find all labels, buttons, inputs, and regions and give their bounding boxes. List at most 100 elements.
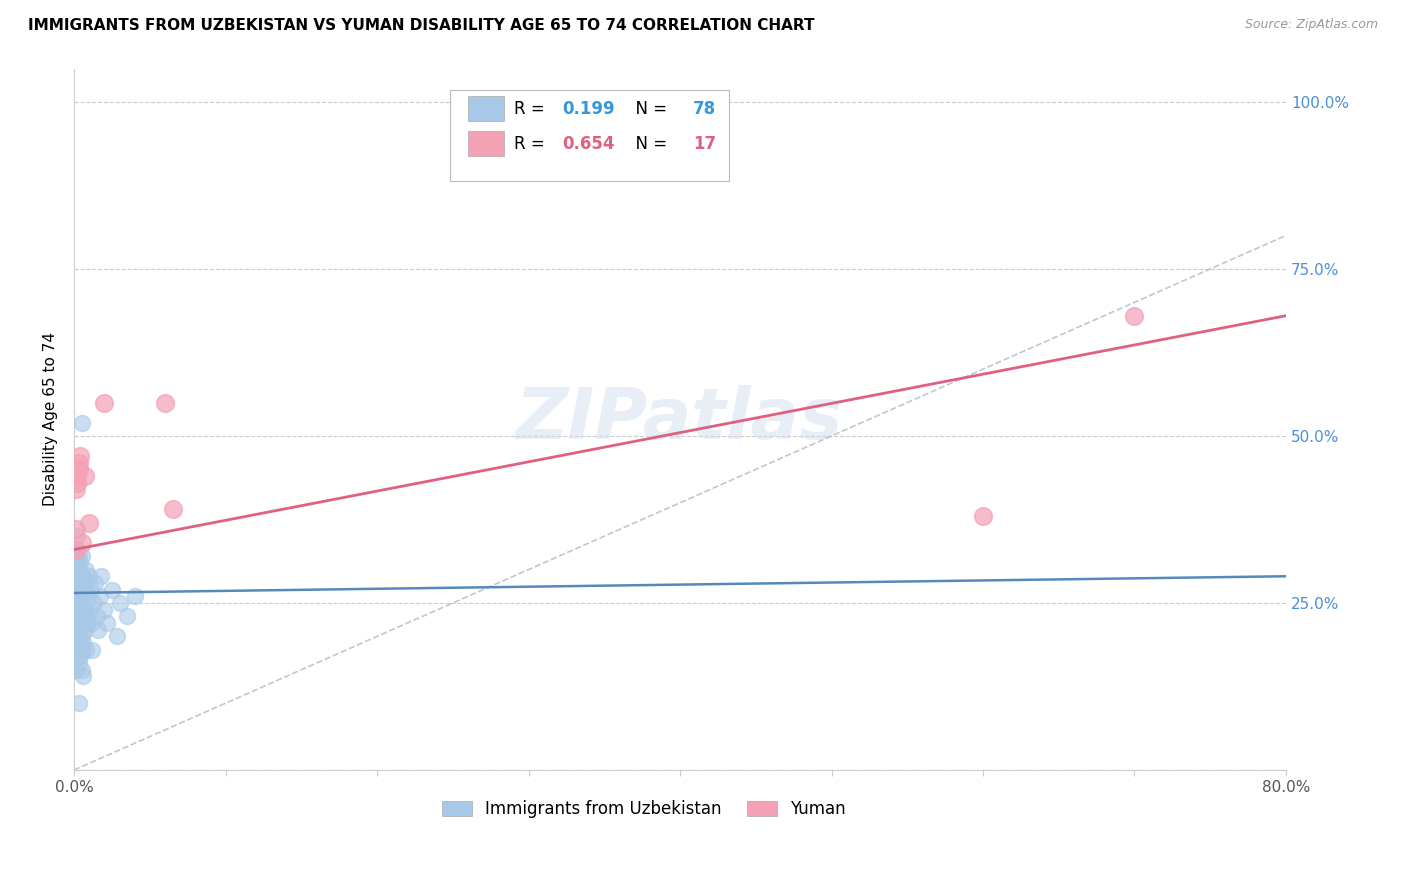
- Point: [67, 576, 90, 591]
- Point: [73, 623, 96, 637]
- Point: [75, 609, 97, 624]
- Point: [70, 602, 93, 616]
- Point: [87, 623, 110, 637]
- Point: [67, 596, 90, 610]
- Point: [75, 563, 97, 577]
- Point: [70, 582, 93, 597]
- Point: [972, 509, 994, 524]
- Point: [65, 636, 87, 650]
- Point: [89, 589, 111, 603]
- Point: [67, 615, 90, 630]
- Point: [69, 649, 91, 664]
- Point: [76, 615, 98, 630]
- Point: [72, 669, 94, 683]
- Point: [67, 456, 90, 470]
- Point: [67, 563, 90, 577]
- Point: [77, 516, 100, 530]
- Point: [72, 589, 94, 603]
- Point: [67, 696, 90, 710]
- Point: [69, 449, 91, 463]
- Point: [66, 475, 89, 490]
- Point: [66, 569, 89, 583]
- Point: [65, 609, 87, 624]
- Text: N =: N =: [626, 100, 673, 118]
- Text: 0.654: 0.654: [562, 135, 614, 153]
- Point: [67, 462, 90, 476]
- Point: [1123, 309, 1146, 323]
- Point: [67, 656, 90, 670]
- Point: [66, 556, 89, 570]
- Point: [75, 642, 97, 657]
- Point: [67, 582, 90, 597]
- Point: [73, 582, 96, 597]
- Point: [65, 582, 87, 597]
- Point: [84, 576, 107, 591]
- Point: [124, 589, 146, 603]
- Text: 17: 17: [693, 135, 717, 153]
- Point: [70, 663, 93, 677]
- FancyBboxPatch shape: [450, 89, 728, 181]
- Point: [69, 615, 91, 630]
- Text: R =: R =: [515, 135, 550, 153]
- Point: [66, 602, 89, 616]
- Point: [69, 609, 91, 624]
- Point: [65, 523, 87, 537]
- Point: [66, 589, 89, 603]
- Point: [65, 483, 87, 497]
- Point: [65, 542, 87, 557]
- Point: [65, 596, 87, 610]
- Point: [72, 636, 94, 650]
- Point: [70, 642, 93, 657]
- Point: [75, 576, 97, 591]
- Point: [65, 549, 87, 564]
- Point: [67, 549, 90, 564]
- Point: [105, 629, 128, 643]
- Point: [66, 649, 89, 664]
- Point: [72, 569, 94, 583]
- Point: [90, 569, 112, 583]
- Point: [86, 609, 108, 624]
- Point: [65, 563, 87, 577]
- Point: [69, 636, 91, 650]
- Text: 0.199: 0.199: [562, 100, 614, 118]
- Point: [66, 529, 89, 543]
- Text: N =: N =: [626, 135, 673, 153]
- Point: [93, 395, 115, 409]
- Point: [77, 602, 100, 616]
- Point: [69, 556, 91, 570]
- Point: [108, 596, 131, 610]
- Bar: [468, 95, 505, 121]
- Text: ZIPatlas: ZIPatlas: [516, 384, 844, 454]
- Text: 78: 78: [693, 100, 717, 118]
- Point: [67, 642, 90, 657]
- Point: [70, 416, 93, 430]
- Point: [72, 615, 94, 630]
- Point: [66, 623, 89, 637]
- Legend: Immigrants from Uzbekistan, Yuman: Immigrants from Uzbekistan, Yuman: [434, 794, 852, 825]
- Point: [66, 469, 89, 483]
- Point: [115, 609, 138, 624]
- Point: [77, 569, 100, 583]
- Point: [67, 602, 90, 616]
- Point: [1358, 95, 1381, 109]
- Point: [153, 395, 176, 409]
- Text: IMMIGRANTS FROM UZBEKISTAN VS YUMAN DISABILITY AGE 65 TO 74 CORRELATION CHART: IMMIGRANTS FROM UZBEKISTAN VS YUMAN DISA…: [28, 18, 814, 33]
- Point: [101, 582, 124, 597]
- Point: [76, 589, 98, 603]
- Point: [65, 629, 87, 643]
- Y-axis label: Disability Age 65 to 74: Disability Age 65 to 74: [44, 332, 58, 507]
- Point: [65, 642, 87, 657]
- Point: [70, 549, 93, 564]
- Bar: [468, 131, 505, 156]
- Point: [93, 602, 115, 616]
- Point: [65, 615, 87, 630]
- Point: [80, 582, 103, 597]
- Point: [162, 502, 184, 516]
- Point: [73, 602, 96, 616]
- Point: [82, 615, 104, 630]
- Point: [63, 576, 86, 591]
- Point: [82, 642, 104, 657]
- Point: [67, 629, 90, 643]
- Point: [66, 576, 89, 591]
- Point: [70, 629, 93, 643]
